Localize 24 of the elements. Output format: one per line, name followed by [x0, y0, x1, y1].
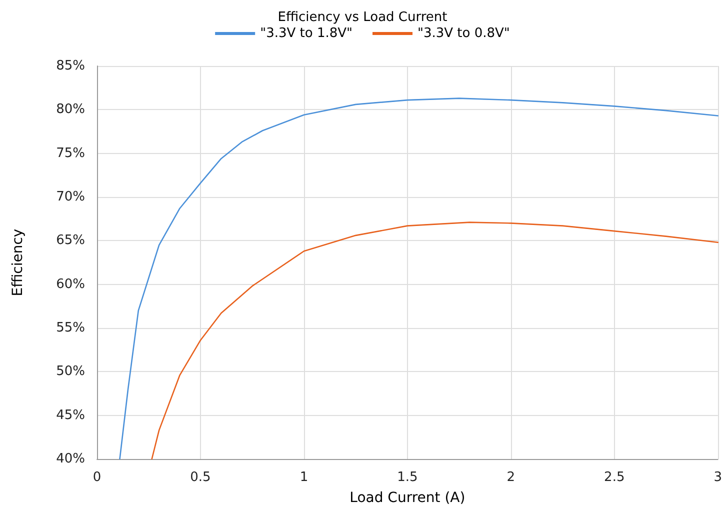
legend-label: "3.3V to 1.8V"	[260, 26, 353, 41]
x-tick-label: 1	[300, 470, 308, 485]
y-tick-label: 45%	[56, 408, 85, 423]
x-axis-title: Load Current (A)	[350, 490, 466, 506]
y-tick-label: 65%	[56, 233, 85, 248]
line-series	[151, 222, 719, 460]
y-tick-label: 80%	[56, 102, 85, 118]
x-tick-label: 0	[92, 470, 102, 485]
y-tick-label: 40%	[56, 452, 85, 466]
x-tick-label: 1.5	[397, 470, 418, 485]
y-tick-label: 50%	[56, 364, 85, 380]
chart-title: Efficiency vs Load Current	[278, 10, 448, 25]
x-tick-label: 0.5	[190, 470, 211, 485]
x-tick-label: 2.5	[604, 470, 625, 485]
y-axis-title: Efficiency	[10, 228, 26, 296]
y-tick-label: 70%	[56, 190, 85, 204]
x-tick-label: 3	[714, 470, 722, 485]
legend-label: "3.3V to 0.8V"	[418, 26, 510, 41]
x-tick-label: 2	[506, 470, 516, 485]
y-tick-label: 85%	[56, 58, 85, 74]
y-tick-label: 60%	[56, 276, 85, 292]
y-tick-label: 75%	[56, 146, 85, 161]
y-tick-label: 55%	[56, 320, 85, 336]
line-series	[119, 98, 719, 460]
